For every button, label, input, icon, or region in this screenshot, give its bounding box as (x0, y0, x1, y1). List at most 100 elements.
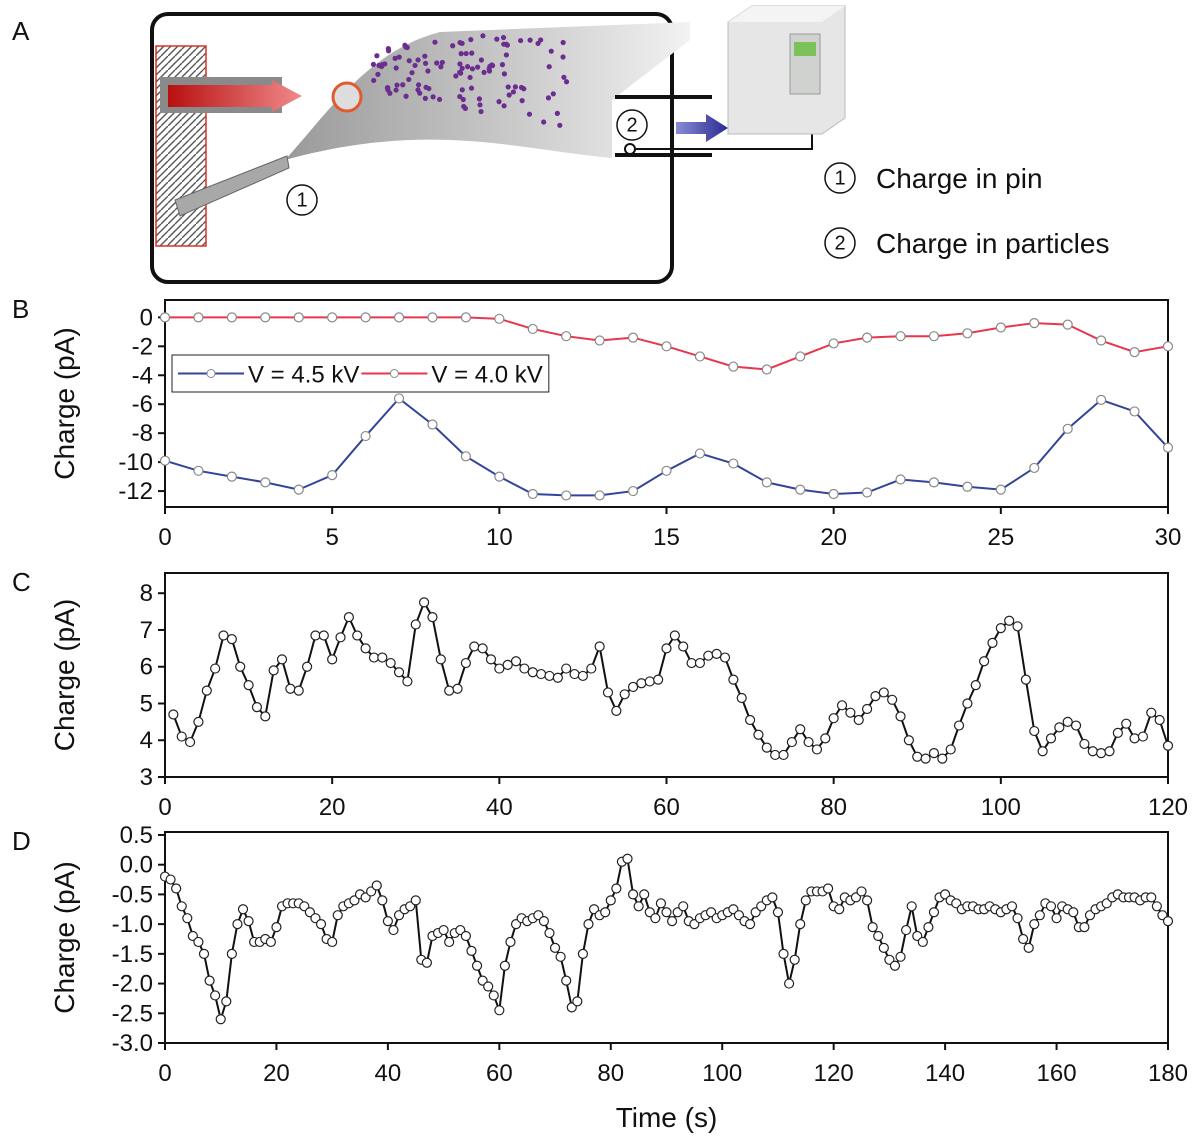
data-point (1096, 394, 1107, 405)
data-point (928, 907, 940, 918)
particle (457, 69, 463, 75)
y-tick-label: 0 (140, 304, 153, 331)
data-point (182, 913, 193, 924)
data-point (836, 700, 848, 711)
data-point (1154, 714, 1165, 726)
data-point (469, 641, 480, 652)
data-point (962, 481, 973, 492)
particle (430, 94, 436, 100)
data-point (1018, 933, 1029, 945)
data-point (878, 942, 889, 954)
x-tick-label: 80 (597, 1060, 624, 1087)
y-tick-label: 3 (140, 764, 153, 791)
data-point (215, 1014, 226, 1025)
data-point (410, 895, 421, 906)
particle (512, 84, 518, 90)
data-point (767, 892, 778, 903)
data-point (834, 904, 845, 915)
plot-frame (164, 299, 1169, 508)
particle (463, 50, 469, 57)
data-point (221, 996, 232, 1007)
particle (458, 51, 464, 57)
particle (392, 55, 398, 61)
data-point (686, 657, 697, 669)
data-point (271, 921, 282, 933)
y-tick-label: 5 (140, 690, 153, 717)
data-point (293, 312, 304, 323)
data-point (895, 331, 906, 342)
data-point (1079, 738, 1090, 750)
x-tick-label: 0 (158, 1060, 171, 1087)
data-point (873, 930, 884, 942)
particle (560, 39, 566, 46)
legend-circle (824, 162, 856, 194)
data-point (650, 913, 661, 924)
particle (550, 91, 556, 97)
data-point (895, 951, 906, 962)
plot-frame (164, 572, 1169, 778)
particle (457, 39, 463, 46)
data-point (536, 668, 547, 680)
data-point (327, 936, 338, 948)
data-point (377, 895, 388, 906)
data-point (1062, 716, 1073, 727)
particle (465, 63, 471, 70)
data-point (318, 630, 329, 641)
data-point (887, 694, 898, 705)
data-point (728, 458, 739, 469)
data-point (928, 748, 940, 759)
x-tick-label: 100 (702, 1060, 742, 1087)
particle (374, 53, 380, 59)
particle (371, 77, 377, 84)
data-point (343, 612, 354, 623)
y-tick-label: -1.0 (112, 911, 153, 938)
particle (478, 108, 484, 115)
data-point (360, 430, 371, 442)
data-point (494, 471, 505, 482)
particle (481, 69, 487, 75)
particle (518, 37, 524, 44)
data-point (485, 654, 497, 665)
data-point (1162, 442, 1174, 453)
data-point (393, 393, 405, 404)
data-point (193, 936, 204, 948)
data-point (293, 484, 304, 495)
particle (422, 60, 429, 66)
data-point (744, 714, 756, 726)
particle (504, 42, 510, 48)
data-point (1151, 901, 1162, 912)
data-point (368, 652, 380, 663)
x-tick-label: 80 (820, 794, 847, 821)
legend-label: V = 4.5 kV (248, 362, 359, 389)
data-point (602, 687, 614, 698)
plume (285, 22, 690, 160)
panel-label: B (12, 294, 29, 324)
data-point (661, 907, 672, 918)
data-point (577, 670, 589, 682)
particle (501, 103, 507, 109)
particle (554, 110, 560, 116)
data-point (619, 689, 630, 700)
data-point (736, 692, 747, 704)
particle (393, 87, 399, 93)
data-point (627, 889, 639, 900)
data-point (912, 751, 923, 762)
series-line (164, 857, 1169, 1024)
legend-number: 2 (834, 232, 845, 254)
data-point (867, 921, 878, 933)
data-point (945, 744, 956, 755)
data-point (237, 904, 249, 915)
particle (400, 82, 406, 88)
data-point (611, 705, 622, 716)
data-point (1112, 727, 1123, 738)
data-point (572, 996, 583, 1007)
data-point (728, 674, 739, 685)
data-point (527, 323, 538, 335)
data-point (1054, 722, 1065, 733)
y-tick-label: -1.5 (112, 941, 153, 968)
data-point (1006, 901, 1018, 912)
y-tick-label: -3.0 (112, 1030, 153, 1057)
data-point (803, 736, 814, 748)
particle (480, 33, 486, 39)
data-point (772, 907, 784, 918)
